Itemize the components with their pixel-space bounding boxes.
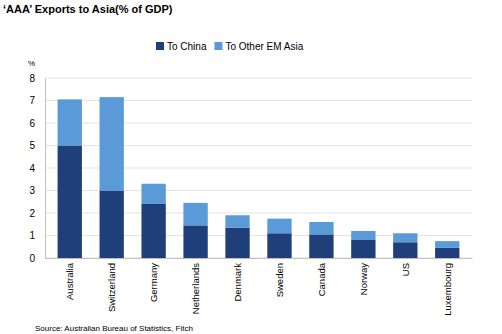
y-tick-label: 0 (29, 253, 35, 264)
x-tick: Sweden (274, 258, 285, 297)
bar (309, 234, 333, 258)
x-tick: Luxembourg (442, 258, 453, 316)
legend-label: To China (167, 41, 207, 52)
x-tick: Australia (64, 258, 75, 300)
bars (58, 97, 460, 258)
title: ‘AAA’ Exports to Asia(% of GDP) (3, 3, 173, 15)
y-tick: 6 (29, 118, 45, 129)
bar (267, 233, 291, 258)
x-tick-label: Sweden (274, 263, 285, 297)
legend: To China To Other EM Asia (156, 41, 304, 52)
bar (351, 240, 375, 258)
grid-line (45, 78, 472, 79)
x-tick: Germany (148, 258, 159, 302)
x-tick-label: Australia (64, 262, 75, 300)
legend-swatch (214, 42, 222, 50)
x-tick-label: Norway (358, 263, 369, 295)
source-note: Source: Australian Bureau of Statistics,… (35, 324, 193, 333)
y-axis-line (45, 79, 46, 259)
bar (141, 204, 165, 258)
bar (225, 228, 249, 258)
x-tick-label: Denmark (232, 263, 243, 302)
y-tick: 4 (29, 163, 45, 174)
x-tick-label: Canada (316, 262, 327, 296)
x-tick: Netherlands (190, 258, 201, 314)
bar (267, 219, 291, 234)
bar (58, 99, 82, 145)
x-tick: US (400, 258, 411, 276)
bar (393, 242, 417, 258)
x-tick: Norway (358, 258, 369, 295)
y-tick-label: 7 (29, 95, 35, 106)
y-tick: 3 (29, 185, 45, 196)
bar (351, 231, 375, 240)
y-tick: 2 (29, 208, 45, 219)
y-tick: 5 (29, 140, 45, 151)
bar (309, 222, 333, 234)
x-tick: Denmark (232, 258, 243, 302)
x-tick-label: US (400, 263, 411, 276)
x-tick: Canada (316, 258, 327, 296)
grid (45, 78, 472, 258)
y-tick-label: 1 (29, 230, 35, 241)
bar (435, 248, 459, 258)
x-tick-label: Germany (148, 263, 159, 302)
y-tick-label: 4 (29, 163, 35, 174)
bar-series (58, 97, 460, 248)
y-axis-title: % (28, 59, 35, 68)
y-tick: 1 (29, 230, 45, 241)
y-axis: 0 1 2 3 4 5 6 7 8 (29, 73, 45, 264)
bar (393, 233, 417, 242)
y-tick-label: 6 (29, 118, 35, 129)
bar (141, 184, 165, 204)
y-tick-label: 2 (29, 208, 35, 219)
y-tick-label: 5 (29, 140, 35, 151)
bar (183, 225, 207, 258)
x-tick: Switzerland (106, 258, 117, 312)
bar (225, 215, 249, 227)
bar (183, 203, 207, 226)
x-tick-label: Netherlands (190, 263, 201, 314)
y-tick: 8 (29, 73, 45, 84)
legend-swatch (156, 42, 164, 50)
x-axis: Australia Switzerland Germany Netherlands De… (46, 258, 473, 316)
x-axis-line (46, 258, 473, 259)
x-tick-label: Switzerland (106, 263, 117, 312)
bar (435, 241, 459, 248)
bar (100, 97, 124, 190)
chart: ‘AAA’ Exports to Asia(% of GDP) 0 1 2 3 4 5 6 7 8… (0, 0, 502, 334)
y-tick-label: 3 (29, 185, 35, 196)
x-tick-label: Luxembourg (442, 263, 453, 316)
bar (100, 191, 124, 259)
legend-label: To Other EM Asia (225, 41, 303, 52)
y-tick-label: 8 (29, 73, 35, 84)
y-tick: 7 (29, 95, 45, 106)
y-tick: 0 (29, 253, 45, 264)
bar (58, 146, 82, 259)
